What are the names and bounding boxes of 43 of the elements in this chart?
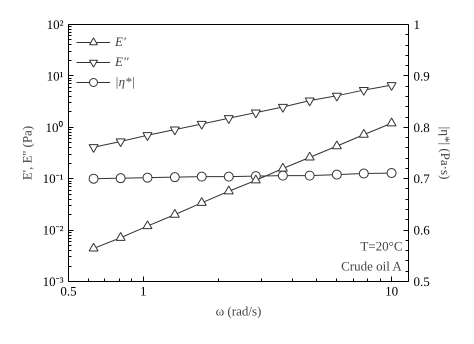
point bbox=[278, 104, 288, 113]
y2-tick-label: 0.5 bbox=[414, 274, 430, 289]
point bbox=[250, 174, 261, 184]
x-axis-title: ω (rad/s) bbox=[216, 304, 262, 318]
point bbox=[304, 152, 315, 160]
legend-label: E' bbox=[115, 34, 127, 50]
point bbox=[170, 208, 180, 218]
point bbox=[196, 197, 207, 206]
point bbox=[88, 144, 99, 153]
point bbox=[332, 92, 342, 102]
x-tick-label: 1 bbox=[140, 284, 146, 298]
point bbox=[170, 126, 180, 136]
legend-label: |η*| bbox=[115, 74, 136, 90]
y-tick-label: 10⁻¹ bbox=[42, 171, 64, 186]
y-tick-label: 10² bbox=[46, 17, 64, 32]
point bbox=[142, 132, 152, 141]
y-tick-label: 10⁻² bbox=[42, 222, 64, 238]
x-tick-label: 10 bbox=[385, 284, 398, 298]
annotation: T=20°C bbox=[360, 238, 403, 254]
point bbox=[116, 232, 126, 241]
point bbox=[142, 220, 152, 230]
annotation: Crude oil A bbox=[341, 258, 402, 274]
point bbox=[196, 120, 207, 130]
y2-tick-label: 0.7 bbox=[414, 171, 430, 186]
point bbox=[386, 82, 397, 91]
point bbox=[358, 86, 369, 96]
point bbox=[304, 98, 315, 106]
point bbox=[250, 110, 261, 118]
y2-tick-label: 0.6 bbox=[414, 222, 430, 238]
y-tick-label: 10⁰ bbox=[46, 120, 64, 135]
y2-axis-title: |η*| (Pa·s) bbox=[438, 126, 453, 180]
y2-tick-label: 0.9 bbox=[414, 68, 430, 84]
y-axis-title: E', E'' (Pa) bbox=[20, 126, 35, 180]
point bbox=[116, 138, 126, 148]
y2-tick-label: 0.8 bbox=[414, 120, 430, 135]
point bbox=[224, 115, 234, 124]
point bbox=[278, 162, 288, 172]
legend-label: E'' bbox=[115, 54, 130, 70]
y-tick-label: 10¹ bbox=[46, 68, 64, 84]
point bbox=[224, 186, 234, 194]
y2-tick-label: 1 bbox=[414, 17, 420, 32]
x-tick-label: 0.5 bbox=[60, 284, 77, 298]
point bbox=[88, 242, 99, 252]
